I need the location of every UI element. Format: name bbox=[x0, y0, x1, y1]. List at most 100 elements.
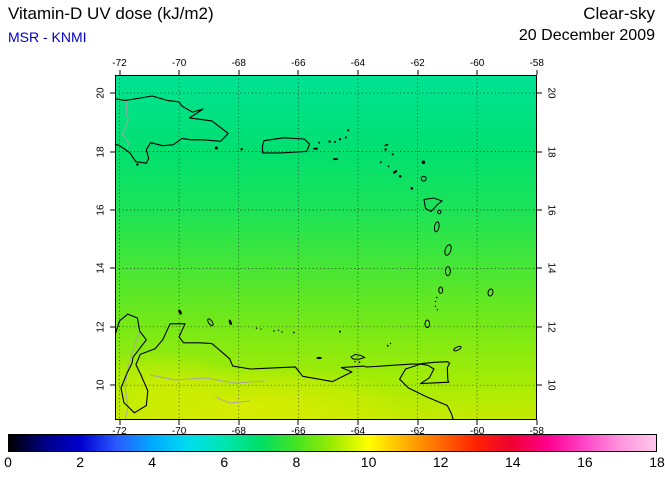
lat-tick-mark bbox=[537, 267, 542, 269]
lat-tick-mark bbox=[110, 267, 115, 269]
river-line bbox=[149, 374, 266, 384]
grenada-island bbox=[424, 319, 431, 329]
lat-tick-label: 16 bbox=[545, 204, 557, 216]
colorbar-axis: 0 2 4 6 8 10 12 14 16 18 bbox=[4, 454, 665, 470]
colorbar-tick-label: 6 bbox=[220, 454, 229, 470]
la-orchila-island bbox=[292, 331, 295, 334]
coastlines bbox=[115, 95, 494, 420]
lon-tick-mark bbox=[119, 70, 120, 75]
beata-island bbox=[136, 163, 139, 166]
lat-tick-mark bbox=[110, 384, 115, 386]
antigua-island bbox=[420, 175, 427, 182]
lon-tick-label: -66 bbox=[291, 58, 306, 69]
lon-tick-mark bbox=[297, 420, 299, 425]
mona-island bbox=[240, 148, 243, 151]
aruba-island bbox=[178, 309, 182, 315]
lat-tick-label: 18 bbox=[545, 145, 557, 158]
colorbar-tick-label: 12 bbox=[432, 454, 449, 470]
lon-tick-label: -70 bbox=[171, 426, 187, 437]
lon-tick-label: -58 bbox=[529, 58, 544, 69]
st-croix-island bbox=[332, 158, 339, 161]
los-testigos-islet bbox=[389, 342, 392, 345]
lat-tick-mark bbox=[537, 326, 542, 328]
lat-tick-mark bbox=[110, 326, 115, 328]
lat-tick-mark bbox=[537, 92, 542, 94]
martinique-island bbox=[444, 244, 452, 256]
saba-island bbox=[379, 161, 382, 164]
map bbox=[115, 75, 537, 420]
los-testigos-islet bbox=[386, 344, 389, 347]
vieques-island bbox=[313, 147, 318, 150]
tobago-island bbox=[453, 345, 462, 352]
lon-tick-mark bbox=[119, 420, 120, 425]
gray-borders-rivers bbox=[122, 101, 266, 420]
sky-condition-label: Clear-sky bbox=[583, 4, 655, 23]
coastline-hispaniola bbox=[115, 95, 229, 164]
los-roques-islet bbox=[281, 331, 283, 333]
longitude-axis-top: -72 -70 -68 -66 -64 -62 -60 -58 bbox=[112, 58, 544, 71]
high-dose-region-west bbox=[115, 352, 230, 408]
las-aves-islet bbox=[260, 328, 262, 330]
marie-galante-island bbox=[437, 209, 442, 215]
latitude-ticks-right bbox=[537, 75, 542, 420]
curacao-island bbox=[207, 318, 214, 327]
lat-tick-label: 16 bbox=[95, 204, 107, 216]
los-roques-islet bbox=[273, 330, 275, 332]
coastline-puerto-rico bbox=[261, 137, 311, 154]
lat-tick-label: 20 bbox=[95, 87, 107, 99]
lon-tick-mark bbox=[476, 70, 478, 75]
lon-tick-mark bbox=[178, 70, 180, 75]
lat-tick-mark bbox=[110, 151, 115, 152]
lat-tick-mark bbox=[537, 151, 542, 152]
la-tortuga-island bbox=[316, 356, 322, 360]
st-kitts-island bbox=[393, 170, 398, 174]
lat-tick-label: 10 bbox=[95, 379, 107, 391]
lon-tick-mark bbox=[476, 420, 478, 425]
anguilla-island bbox=[384, 144, 389, 147]
dominica-island bbox=[433, 221, 440, 233]
tortola-island bbox=[338, 138, 342, 141]
latitude-axis-right: 20 18 16 14 12 10 bbox=[543, 75, 559, 420]
lat-tick-label: 12 bbox=[545, 321, 557, 333]
lon-tick-label: -62 bbox=[410, 426, 425, 437]
colorbar-tick-label: 8 bbox=[292, 454, 301, 470]
lon-tick-label: -66 bbox=[291, 426, 306, 437]
lon-tick-label: -72 bbox=[112, 426, 127, 437]
longitude-ticks-bottom bbox=[115, 420, 538, 425]
lon-tick-label: -64 bbox=[350, 426, 366, 437]
grenadines-islet bbox=[436, 309, 439, 311]
lat-tick-label: 20 bbox=[545, 87, 557, 99]
barbados-island bbox=[487, 288, 494, 297]
nevis-island bbox=[398, 175, 402, 178]
lon-tick-label: -60 bbox=[469, 426, 485, 437]
lon-tick-mark bbox=[536, 70, 538, 75]
lon-tick-mark bbox=[357, 70, 359, 75]
st-john-island bbox=[334, 140, 336, 143]
colorbar-tick-label: 14 bbox=[505, 454, 521, 470]
longitude-ticks-top bbox=[115, 70, 538, 75]
st-vincent-island bbox=[438, 286, 444, 294]
lon-tick-mark bbox=[297, 70, 299, 75]
lon-tick-mark bbox=[417, 70, 418, 75]
montserrat-island bbox=[410, 187, 414, 190]
lat-tick-label: 10 bbox=[545, 379, 557, 391]
lon-tick-label: -68 bbox=[231, 58, 246, 69]
saona-island bbox=[214, 146, 218, 150]
barbuda-island bbox=[421, 160, 426, 165]
lon-tick-mark bbox=[536, 420, 538, 425]
coastline-margarita bbox=[350, 353, 366, 360]
lat-tick-label: 12 bbox=[95, 321, 107, 333]
lat-tick-mark bbox=[537, 384, 542, 386]
st-thomas-island bbox=[328, 140, 331, 143]
st-barthelemy-island bbox=[391, 153, 394, 156]
lon-tick-label: -68 bbox=[231, 426, 246, 437]
map-overlay bbox=[115, 75, 537, 420]
lon-tick-label: -58 bbox=[529, 426, 544, 437]
lat-tick-mark bbox=[110, 209, 115, 211]
colorbar-tick-label: 0 bbox=[4, 454, 12, 470]
haiti-dr-border-line bbox=[122, 101, 129, 151]
st-martin-island bbox=[384, 148, 387, 151]
date-label: 20 December 2009 bbox=[518, 27, 655, 44]
grenadines-islet bbox=[434, 305, 437, 307]
grenadines-islet bbox=[434, 300, 437, 303]
